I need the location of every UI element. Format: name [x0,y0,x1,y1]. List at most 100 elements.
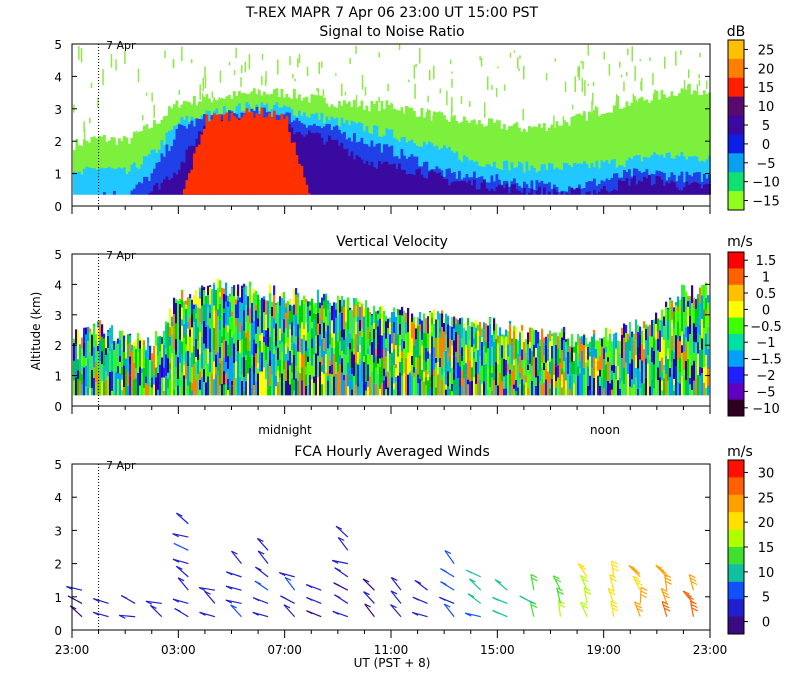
velocity-cell [241,370,244,375]
snr-column [150,173,154,195]
velocity-cell [425,376,428,386]
velocity-cell [403,341,406,349]
velocity-cell [549,361,552,374]
velocity-cell [673,307,676,312]
velocity-cell [441,367,444,375]
velocity-cell [195,304,198,314]
velocity-cell [539,371,542,382]
snr-column [180,124,184,195]
velocity-cell [333,333,336,348]
colorbar-swatch [728,334,744,351]
velocity-cell [563,340,566,362]
snr-column [583,161,586,195]
velocity-cell [345,302,348,322]
velocity-cell [603,388,606,396]
snr-column [498,184,501,195]
snr-noise [344,91,347,96]
velocity-cell [431,336,434,358]
snr-column [550,163,554,195]
velocity-cell [103,359,106,367]
velocity-cell [287,301,290,310]
velocity-cell [665,355,668,375]
velocity-cell [579,360,582,369]
snr-column [148,181,151,195]
velocity-cell [427,321,430,334]
velocity-cell [159,358,162,365]
colorbar-swatch [728,134,744,154]
velocity-cell [223,371,226,385]
snr-column [100,167,104,195]
velocity-cell [411,375,414,396]
velocity-cell [503,339,506,359]
velocity-cell [307,322,310,333]
velocity-cell [169,363,172,370]
velocity-cell [279,340,282,345]
velocity-cell [537,357,540,371]
velocity-cell [373,383,376,396]
velocity-cell [365,382,368,391]
wind-barb-flag [225,599,233,604]
x-tick-label: 07:00 [267,643,302,657]
velocity-cell [387,387,390,396]
velocity-cell [581,344,584,351]
velocity-cell [529,348,532,358]
velocity-cell [703,366,706,383]
velocity-cell [451,326,454,340]
velocity-cell [325,316,328,332]
velocity-cell [459,324,462,340]
velocity-cell [357,345,360,353]
colorbar-label: 5 [762,591,770,606]
velocity-cell [563,389,566,396]
snr-noise [250,93,252,107]
wind-barb-flag [305,584,313,589]
wind-barb-flag [444,550,452,555]
velocity-cell [183,301,186,307]
velocity-cell [159,364,162,386]
velocity-cell [383,375,386,381]
snr-noise [418,47,421,64]
velocity-cell [493,364,496,381]
velocity-cell [571,347,574,362]
snr-column [595,160,599,195]
velocity-cell [161,377,164,385]
velocity-cell [225,361,228,374]
velocity-cell [605,380,608,396]
velocity-cell [577,352,580,367]
velocity-cell [229,385,232,396]
snr-noise [172,58,175,69]
snr-column [323,144,326,195]
velocity-cell [199,332,202,355]
velocity-cell [561,337,564,350]
velocity-cell [143,388,146,396]
velocity-cell [683,369,686,375]
snr-column [533,126,536,195]
velocity-cell [573,360,576,375]
snr-noise [199,84,201,100]
velocity-cell [201,336,204,345]
velocity-cell [615,348,618,366]
velocity-cell [499,360,502,373]
velocity-cell [255,310,258,334]
wind-barb-shaft [633,601,641,617]
velocity-cell [343,299,346,307]
x-tick-label: 03:00 [161,643,196,657]
velocity-cell [233,315,236,334]
velocity-cell [503,388,506,396]
velocity-cell [421,339,424,346]
velocity-cell [91,333,94,335]
velocity-cell [223,384,226,396]
velocity-cell [471,346,474,368]
snr-column [145,176,149,195]
velocity-cell [651,362,654,380]
velocity-cell [423,350,426,361]
velocity-cell [677,339,680,361]
velocity-cell [397,309,400,316]
velocity-cell [657,338,660,351]
velocity-cell [415,323,418,329]
velocity-cell [569,352,572,364]
velocity-cell [371,371,374,389]
velocity-cell [169,379,172,396]
velocity-cell [135,378,138,396]
velocity-cell [253,339,256,357]
velocity-cell [657,380,660,396]
